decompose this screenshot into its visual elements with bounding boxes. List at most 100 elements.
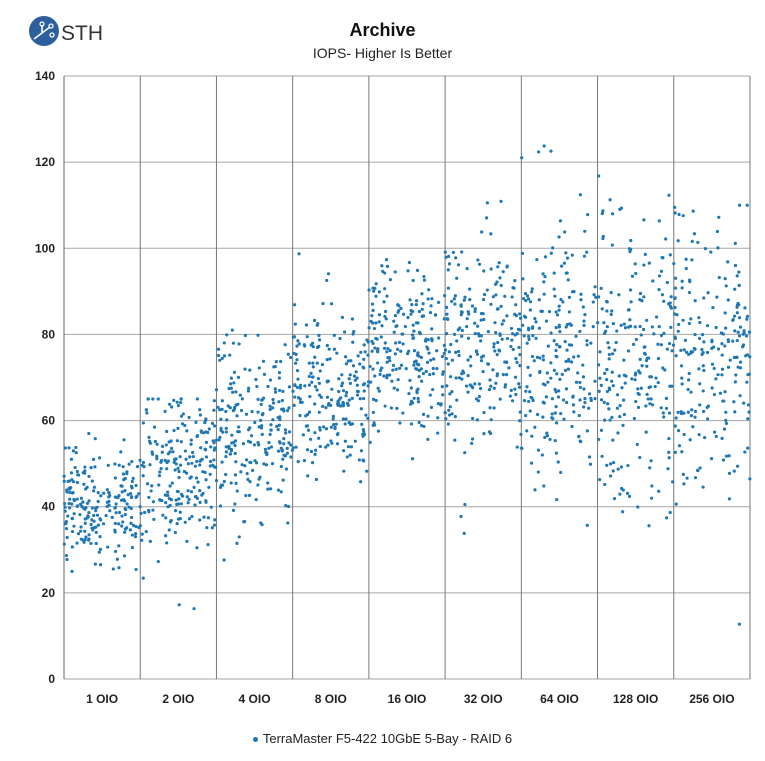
data-point [587,406,591,410]
data-point [258,418,263,422]
data-point [524,389,528,393]
data-point [117,522,121,526]
data-point [648,402,652,406]
data-point [456,328,460,332]
data-point [313,385,318,389]
data-point [284,504,288,508]
data-point [608,198,612,202]
data-point [462,298,466,302]
data-point [720,353,724,357]
data-point [159,460,163,464]
data-point [216,347,221,351]
data-point [611,384,615,388]
data-point [607,357,611,361]
data-point [724,326,728,330]
data-point [571,403,576,407]
data-point [190,514,194,519]
data-point [479,334,484,338]
data-point [514,303,518,307]
data-point [342,449,346,453]
data-point [287,430,292,434]
data-point [278,417,282,422]
data-point [696,240,700,245]
data-point [339,404,343,408]
data-point [409,402,413,406]
data-point [514,392,518,397]
data-point [146,397,150,401]
data-point [214,438,219,442]
data-point [305,448,310,452]
data-point [649,459,653,463]
data-point [373,346,377,350]
data-point [634,337,638,342]
data-point [280,407,284,411]
data-point [688,438,692,442]
data-point [455,339,459,343]
data-point [748,477,752,481]
data-point [120,514,124,518]
data-point [210,421,215,425]
data-point [549,251,553,255]
data-point [243,464,247,468]
data-point [698,320,702,325]
data-point [459,310,464,314]
data-point [509,344,513,349]
data-point [271,406,275,410]
data-point [564,387,569,391]
data-point [687,378,691,382]
data-point [317,436,321,440]
data-point [318,426,322,430]
data-point [94,508,98,513]
data-point [70,478,74,482]
svg-text:STH: STH [61,22,103,45]
data-point [554,390,558,394]
data-point [628,250,632,254]
data-point [611,322,615,326]
data-point [133,535,138,539]
data-point [599,398,604,402]
data-point [134,531,138,536]
data-point [242,520,246,524]
data-point [284,431,288,435]
data-point [535,412,540,417]
data-point [175,489,180,494]
data-point [450,358,455,362]
data-point [435,366,439,371]
data-point [63,446,67,450]
data-point [155,457,159,461]
data-point [733,329,737,333]
data-point [609,312,613,317]
data-point [659,333,664,338]
data-point [726,338,730,342]
data-point [346,403,350,407]
data-point [222,341,226,345]
data-point [482,292,487,297]
data-point [311,345,315,349]
data-point [465,324,469,329]
data-point [87,499,91,503]
data-point [518,363,522,368]
data-point [578,439,582,443]
data-point [647,524,651,528]
data-point [174,462,178,466]
data-point [710,346,714,351]
data-point [460,250,464,254]
data-point [532,359,536,363]
data-point [374,398,378,403]
data-point [476,324,480,328]
data-point [448,405,452,409]
data-point [271,418,275,422]
data-point [71,449,76,453]
data-point [564,325,568,329]
data-point [449,375,453,379]
data-point [597,363,601,367]
data-point [632,416,636,421]
data-point [463,295,467,299]
data-point [370,302,375,306]
data-point [311,365,315,369]
data-point [75,497,79,501]
data-point [351,340,355,344]
data-point [705,324,710,328]
data-point [324,427,329,431]
data-point [343,422,347,426]
